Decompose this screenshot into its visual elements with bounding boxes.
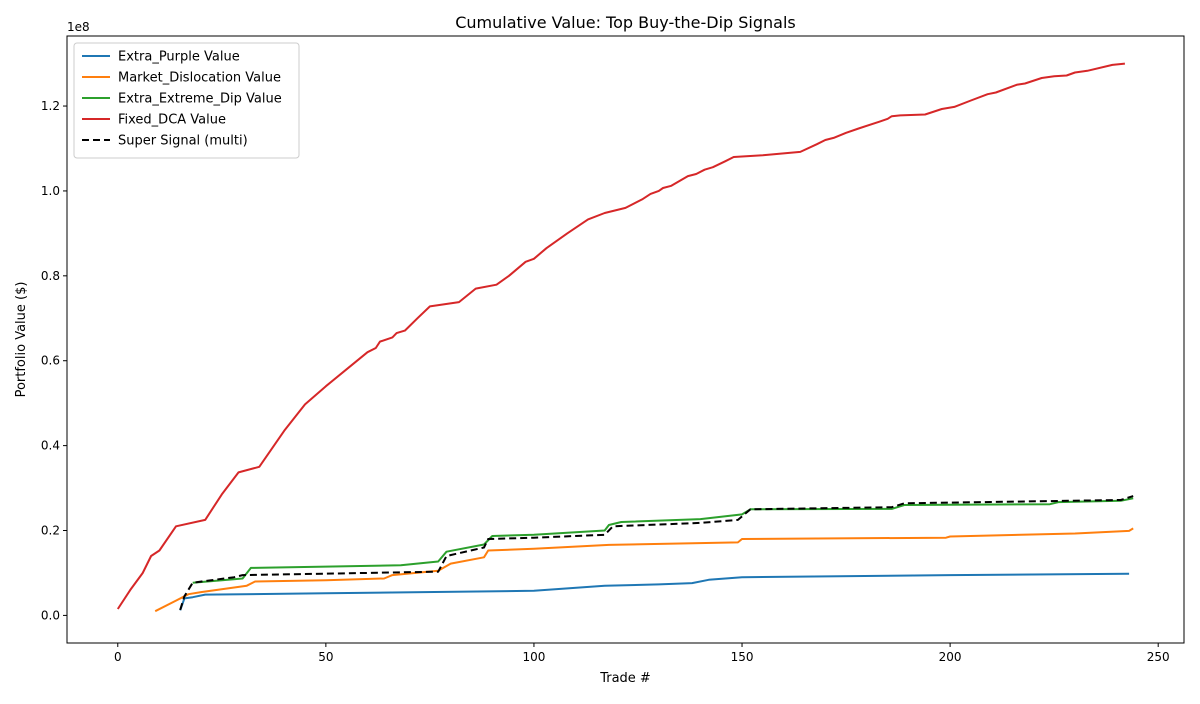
series-line-0 <box>179 572 1130 611</box>
chart-title: Cumulative Value: Top Buy-the-Dip Signal… <box>455 13 796 32</box>
x-axis: 0 50 100 150 200 250 <box>114 643 1170 664</box>
legend: Extra_Purple Value Market_Dislocation Val… <box>73 42 300 159</box>
legend-label-3: Fixed_DCA Value <box>118 113 226 128</box>
series-line-3 <box>116 62 1126 610</box>
legend-label-2: Extra_Extreme_Dip Value <box>118 92 282 107</box>
x-tick-label: 50 <box>318 650 333 664</box>
y-axis-label: Portfolio Value ($) <box>14 282 29 398</box>
y-axis: 0.0 0.2 0.4 0.6 0.8 1.0 1.2 <box>41 99 67 622</box>
x-tick-label: 200 <box>939 650 962 664</box>
x-axis-label: Trade # <box>599 671 651 686</box>
x-tick-label: 150 <box>731 650 754 664</box>
series-line-4 <box>179 495 1134 611</box>
plot-frame <box>66 35 1185 644</box>
y-tick-label: 0.2 <box>41 524 60 538</box>
y-tick-label: 0.8 <box>41 269 60 283</box>
y-tick-label: 0.0 <box>41 608 60 622</box>
legend-box <box>73 42 300 159</box>
y-tick-label: 1.2 <box>41 99 60 113</box>
legend-label-4: Super Signal (multi) <box>118 134 248 149</box>
y-tick-label: 1.0 <box>41 184 60 198</box>
legend-label-1: Market_Dislocation Value <box>118 71 281 86</box>
y-tick-label: 0.4 <box>41 439 60 453</box>
series-layer <box>116 62 1134 613</box>
x-tick-label: 250 <box>1147 650 1170 664</box>
series-line-1 <box>154 527 1134 613</box>
x-tick-label: 100 <box>522 650 545 664</box>
x-tick-label: 0 <box>114 650 122 664</box>
legend-label-0: Extra_Purple Value <box>118 50 240 65</box>
series-line-2 <box>192 497 1134 584</box>
y-tick-label: 0.6 <box>41 354 60 368</box>
y-offset-label: 1e8 <box>67 20 90 34</box>
